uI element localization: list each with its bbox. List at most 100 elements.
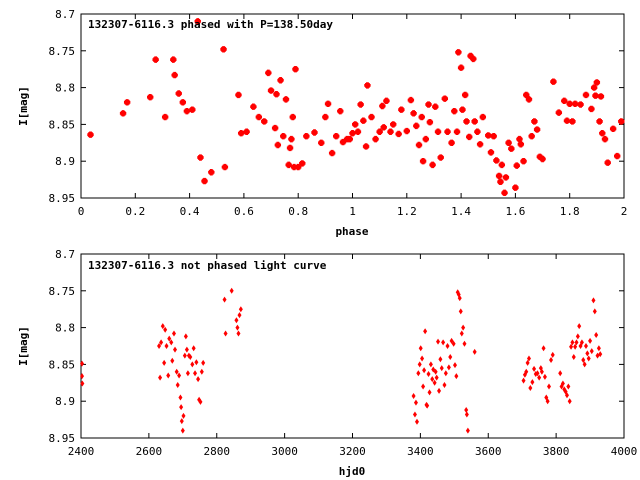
- data-point: [171, 71, 178, 79]
- data-point: [581, 356, 586, 363]
- data-point: [412, 411, 417, 418]
- data-point: [566, 383, 571, 390]
- data-point: [163, 326, 168, 333]
- data-point: [286, 144, 294, 152]
- x-tick-labels: 2400 2600 2800 3000 3200 3400 3600 3800 4000: [68, 445, 638, 458]
- data-point: [571, 100, 579, 107]
- data-point: [582, 361, 587, 368]
- data-point: [403, 127, 410, 135]
- data-point: [433, 368, 438, 375]
- data-point: [299, 160, 306, 167]
- data-point: [290, 163, 298, 171]
- data-point: [601, 135, 609, 143]
- y-tick-label: 8.85: [49, 358, 76, 371]
- y-tick-label: 8.75: [49, 45, 76, 58]
- data-point: [413, 122, 420, 130]
- data-point: [201, 359, 206, 366]
- data-point: [418, 345, 423, 352]
- data-point: [267, 87, 275, 94]
- data-point: [420, 355, 425, 362]
- data-point: [532, 365, 537, 372]
- data-point: [425, 402, 430, 409]
- data-point: [238, 306, 243, 313]
- data-point: [458, 308, 463, 315]
- data-point: [80, 380, 85, 387]
- data-point: [152, 56, 159, 63]
- data-point: [525, 359, 530, 366]
- data-point: [453, 128, 461, 135]
- y-tick-label: 8.85: [49, 118, 76, 131]
- x-tick-label: 1.6: [505, 205, 525, 218]
- chart-title: 132307-6116.3 not phased light curve: [88, 259, 327, 272]
- data-point: [579, 339, 584, 346]
- data-point: [530, 379, 535, 386]
- data-point: [417, 361, 422, 368]
- x-tick-label: 0.8: [288, 205, 308, 218]
- data-point: [585, 350, 590, 357]
- data-point: [448, 139, 455, 146]
- data-point: [190, 361, 195, 368]
- data-point: [505, 139, 512, 146]
- data-point: [428, 361, 433, 368]
- data-point: [528, 132, 535, 140]
- data-point: [175, 382, 180, 389]
- x-tick-label: 0.2: [125, 205, 145, 218]
- x-tick-label: 2600: [136, 445, 163, 458]
- data-point: [561, 97, 568, 105]
- data-point: [445, 343, 450, 349]
- data-point: [542, 373, 547, 380]
- data-point: [234, 317, 239, 324]
- y-tick-label: 8.8: [55, 322, 75, 335]
- data-point: [390, 121, 397, 128]
- y-tick-labels: 8.7 8.75 8.8 8.85 8.9 8.95: [49, 248, 76, 445]
- data-point: [442, 382, 447, 389]
- data-point: [575, 333, 580, 340]
- data-point: [541, 345, 546, 352]
- data-point: [464, 407, 469, 414]
- data-point: [387, 128, 394, 135]
- y-tick-label: 8.7: [55, 248, 75, 261]
- data-point: [196, 376, 201, 383]
- x-tick-label: 0.4: [180, 205, 200, 218]
- data-point: [591, 297, 596, 304]
- y-tick-label: 8.95: [49, 432, 76, 445]
- data-point: [170, 56, 177, 63]
- data-point: [563, 117, 571, 124]
- data-point: [362, 143, 370, 150]
- data-point: [438, 356, 443, 363]
- data-point: [497, 178, 504, 186]
- data-point: [422, 367, 427, 374]
- data-point: [465, 427, 470, 434]
- data-point: [566, 100, 573, 107]
- data-point: [184, 346, 189, 353]
- data-point: [182, 352, 187, 359]
- data-point: [441, 339, 446, 346]
- data-point: [451, 107, 458, 115]
- x-tick-label: 0.6: [234, 205, 254, 218]
- data-points: [87, 18, 625, 197]
- data-point: [550, 351, 555, 358]
- x-axis-label: hjd0: [339, 465, 366, 478]
- data-point: [173, 346, 178, 353]
- data-point: [457, 295, 462, 302]
- data-point: [235, 324, 240, 331]
- data-point: [422, 135, 430, 143]
- data-point: [169, 339, 174, 346]
- data-point: [289, 113, 296, 121]
- data-point: [459, 330, 464, 337]
- data-point: [180, 427, 185, 434]
- data-point: [201, 177, 208, 185]
- data-point: [177, 372, 182, 379]
- data-point: [372, 135, 379, 143]
- data-point: [436, 338, 441, 345]
- data-point: [586, 355, 591, 362]
- data-point: [261, 118, 268, 125]
- data-point: [171, 330, 176, 337]
- data-point: [285, 161, 292, 169]
- data-point: [517, 141, 525, 148]
- data-point: [618, 118, 625, 125]
- data-point: [466, 133, 473, 141]
- data-point: [183, 107, 191, 115]
- data-point: [354, 128, 362, 135]
- data-point: [463, 118, 470, 125]
